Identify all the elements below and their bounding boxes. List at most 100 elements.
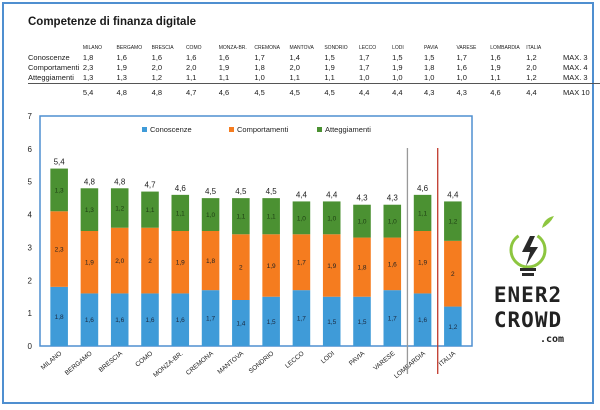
legend-swatch bbox=[317, 127, 322, 132]
bar-segment bbox=[413, 231, 432, 294]
data-label: 1,0 bbox=[388, 219, 397, 226]
table-cell: 1,4 bbox=[289, 53, 300, 62]
data-label: 1,2 bbox=[448, 324, 457, 331]
data-label: 1,6 bbox=[145, 317, 154, 324]
total-cell: 4,4 bbox=[392, 83, 425, 99]
table-cell: 1,0 bbox=[424, 73, 435, 82]
x-tick-label: LOMBARDIA bbox=[393, 350, 427, 380]
total-cell: 4,5 bbox=[289, 83, 325, 99]
data-label: 1,6 bbox=[418, 317, 427, 324]
table-cell: 1,3 bbox=[82, 73, 94, 82]
data-label: 1,5 bbox=[357, 319, 366, 326]
column-header: COMO bbox=[185, 45, 202, 51]
total-cell: 4,7 bbox=[185, 83, 219, 99]
table-cell: 1,6 bbox=[218, 53, 230, 62]
data-label: 1,8 bbox=[206, 258, 215, 265]
data-label: 1,1 bbox=[145, 207, 154, 214]
column-header: LECCO bbox=[358, 45, 377, 51]
x-tick-label: SONDRIO bbox=[248, 350, 276, 375]
data-label: 1,8 bbox=[55, 314, 64, 321]
bar-segment bbox=[444, 240, 462, 307]
bar-segment bbox=[201, 290, 220, 346]
bar-segment bbox=[110, 293, 129, 346]
table-cell: 1,3 bbox=[116, 73, 127, 82]
bar-segment bbox=[141, 293, 159, 346]
column-header: LOMBARDIA bbox=[490, 45, 520, 51]
totals-row: 5,4 4,8 4,8 4,7 4,6 4,5 4,5 4,5 4,4 4,4 4,3 4,3 4,6 4… bbox=[28, 83, 600, 99]
data-label: 2 bbox=[148, 258, 152, 265]
legend-swatch bbox=[229, 127, 234, 132]
total-label: 4,3 bbox=[356, 194, 368, 203]
table-cell: 1,1 bbox=[289, 73, 300, 82]
lightning-icon bbox=[522, 236, 538, 266]
table-cell: 1,1 bbox=[490, 73, 501, 82]
y-tick-label: 4 bbox=[28, 211, 33, 220]
bar-segment bbox=[322, 201, 341, 235]
legend-label: Comportamenti bbox=[237, 125, 289, 134]
data-label: 1,4 bbox=[236, 321, 245, 328]
table-cell: 2,0 bbox=[526, 63, 537, 72]
total-label: 4,4 bbox=[326, 190, 338, 199]
row-label: Comportamenti bbox=[28, 63, 80, 72]
data-label: 1,1 bbox=[418, 210, 427, 217]
bar-segment bbox=[383, 204, 402, 238]
bar-segment bbox=[262, 296, 280, 346]
table-cell: 1,1 bbox=[324, 73, 335, 82]
bar-segment bbox=[232, 234, 250, 300]
x-tick-label: LODI bbox=[320, 350, 336, 365]
data-label: 1,1 bbox=[176, 210, 185, 217]
leaf-icon bbox=[542, 216, 554, 228]
data-label: 1,9 bbox=[85, 260, 94, 267]
bar-segment bbox=[353, 204, 371, 238]
table-cell: 1,8 bbox=[254, 63, 265, 72]
total-cell: 5,4 bbox=[82, 83, 117, 99]
data-label: 1,8 bbox=[357, 265, 366, 272]
bar-segment bbox=[353, 296, 371, 346]
column-header: VARESE bbox=[456, 45, 477, 51]
column-header: BRESCIA bbox=[151, 45, 174, 51]
x-tick-label: BRESCIA bbox=[98, 350, 125, 374]
table-cell: 1,1 bbox=[185, 73, 197, 82]
table-cell: 1,9 bbox=[218, 63, 230, 72]
legend-label: Atteggiamenti bbox=[325, 125, 371, 134]
total-label: 4,5 bbox=[235, 187, 247, 196]
data-label: 1,6 bbox=[176, 317, 185, 324]
logo-line-1: ENER2 bbox=[494, 283, 562, 307]
logo-line-3: .com bbox=[540, 334, 564, 345]
data-label: 1,9 bbox=[418, 260, 427, 267]
y-tick-label: 3 bbox=[28, 243, 33, 252]
total-cell: 4,4 bbox=[526, 83, 559, 99]
bar-segment bbox=[80, 293, 99, 346]
table-cell: 2,0 bbox=[289, 63, 300, 72]
y-tick-label: 1 bbox=[28, 309, 33, 318]
x-tick-label: PAVIA bbox=[348, 350, 367, 367]
bar-segment bbox=[262, 198, 280, 235]
table-cell: 2,0 bbox=[185, 63, 197, 72]
total-label: 4,7 bbox=[144, 181, 156, 190]
logo-line-2: CROWD bbox=[494, 308, 562, 332]
data-label: 1,9 bbox=[176, 260, 185, 267]
data-label: 1,2 bbox=[115, 206, 124, 213]
total-cell: 4,8 bbox=[151, 83, 186, 99]
data-label: 1,7 bbox=[206, 316, 215, 323]
bar-segment bbox=[322, 234, 341, 297]
total-cell: 4,3 bbox=[424, 83, 457, 99]
table-cell: 2,0 bbox=[151, 63, 163, 72]
data-label: 1,7 bbox=[297, 260, 306, 267]
data-label: 1,9 bbox=[267, 263, 276, 270]
total-cell: 4,5 bbox=[324, 83, 359, 99]
bulb-base-icon bbox=[522, 273, 534, 276]
image-frame bbox=[2, 2, 594, 404]
bar-segment bbox=[262, 234, 280, 297]
data-label: 1,0 bbox=[297, 215, 306, 222]
data-label: 1,0 bbox=[206, 212, 215, 219]
data-label: 1,6 bbox=[388, 261, 397, 268]
data-label: 1,7 bbox=[388, 316, 397, 323]
table-cell: 1,7 bbox=[358, 53, 370, 62]
bar-segment bbox=[171, 194, 190, 231]
y-tick-label: 5 bbox=[28, 178, 33, 187]
max-label: MAX. 3 bbox=[562, 53, 588, 62]
bar-segment bbox=[80, 188, 99, 231]
